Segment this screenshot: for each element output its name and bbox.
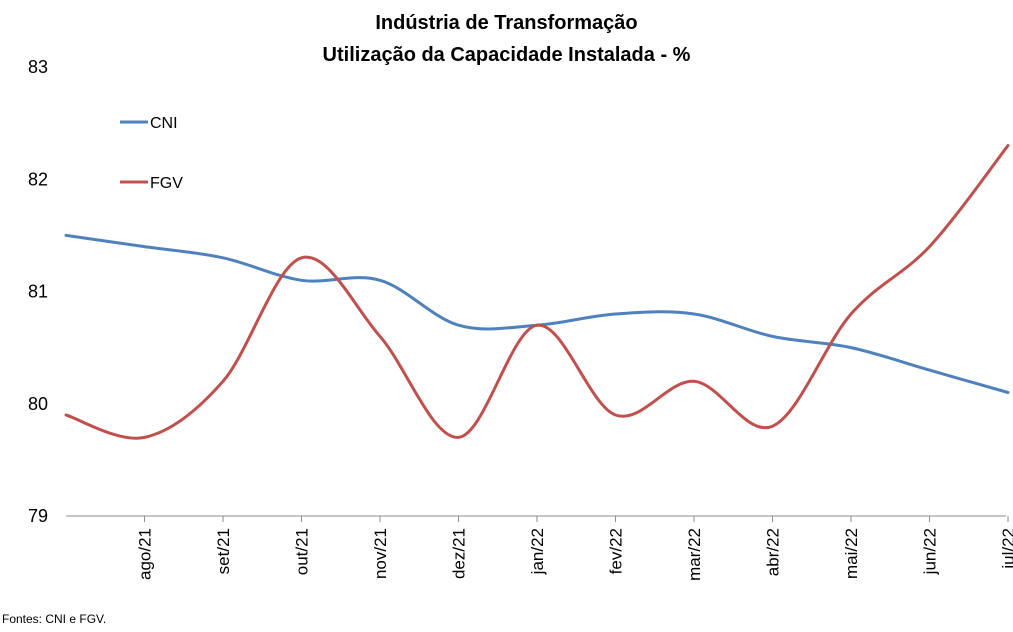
legend-label-fgv: FGV (150, 175, 183, 192)
y-tick-label: 81 (28, 282, 48, 302)
x-tick-label: set/21 (214, 528, 233, 574)
x-tick-label: mar/22 (685, 528, 704, 581)
series-line-cni (64, 233, 1010, 394)
series-line-fgv (64, 144, 1010, 440)
chart-subtitle: Utilização da Capacidade Instalada - % (322, 44, 691, 66)
y-tick-label: 83 (28, 57, 48, 77)
x-tick-label: jul/22 (999, 528, 1013, 570)
chart-title: Indústria de Transformação (375, 12, 638, 34)
y-tick-label: 82 (28, 169, 48, 189)
x-tick-label: mai/22 (842, 528, 861, 579)
x-tick-label: dez/21 (450, 528, 469, 579)
legend-label-cni: CNI (150, 115, 178, 132)
source-note: Fontes: CNI e FGV. (2, 612, 107, 626)
x-tick-label: out/21 (293, 528, 312, 575)
x-tick-label: jun/22 (921, 528, 940, 575)
x-tick-label: jan/22 (528, 528, 547, 575)
x-tick-label: abr/22 (764, 528, 783, 576)
x-tick-label: nov/21 (371, 528, 390, 579)
y-tick-label: 80 (28, 394, 48, 414)
y-tick-label: 79 (28, 506, 48, 526)
x-tick-label: fev/22 (607, 528, 626, 574)
x-tick-label: ago/21 (136, 528, 155, 580)
